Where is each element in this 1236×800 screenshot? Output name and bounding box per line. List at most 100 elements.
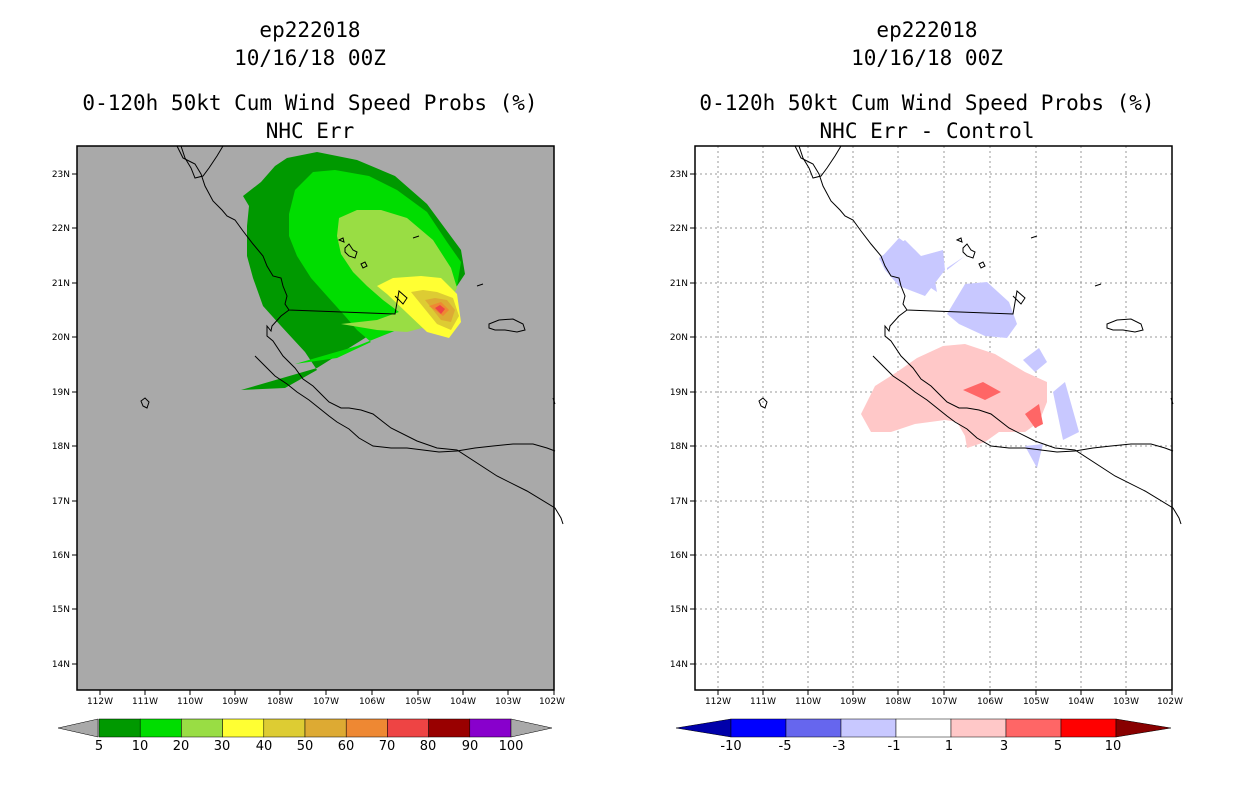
right-colorbar-swatch (785, 718, 842, 738)
left-colorbar-swatch (304, 718, 347, 738)
right-lat-labels: 23N 22N 21N 20N 19N 18N 17N 16N 15N 14N (670, 170, 688, 670)
left-colorbar-label: 20 (173, 739, 190, 754)
left-lon-label: 102W (539, 697, 565, 707)
left-lon-label: 110W (177, 697, 203, 707)
left-lat-label: 16N (52, 551, 70, 561)
diff-area-pos-3 (1025, 404, 1043, 428)
right-lon-label: 110W (795, 697, 821, 707)
left-lon-label: 109W (222, 697, 248, 707)
left-colorbar-label: 30 (214, 739, 231, 754)
right-lon-label: 103W (1113, 697, 1139, 707)
left-colorbar-swatch (428, 718, 471, 738)
left-lon-label: 112W (87, 697, 113, 707)
left-lon-label: 111W (132, 697, 158, 707)
left-colorbar-label: 50 (297, 739, 314, 754)
right-colorbar-swatch (840, 718, 897, 738)
left-colorbar-labels: 5 10 20 30 40 50 60 70 80 90 100 (95, 739, 524, 754)
left-lat-label: 21N (52, 279, 70, 289)
left-colorbar-swatch (139, 718, 182, 738)
left-lon-label: 104W (450, 697, 476, 707)
left-colorbar-label: 5 (95, 739, 103, 754)
right-product-title: 0-120h 50kt Cum Wind Speed Probs (%) (699, 91, 1155, 115)
left-axes (72, 173, 555, 695)
left-lat-label: 15N (52, 605, 70, 615)
left-colorbar-swatch (469, 718, 512, 738)
left-colorbar-swatch (222, 718, 265, 738)
left-lat-label: 17N (52, 497, 70, 507)
left-colorbar-label: 80 (420, 739, 437, 754)
right-lat-label: 19N (670, 388, 688, 398)
right-colorbar-boxes (675, 718, 1172, 738)
right-colorbar-under-arrow (675, 718, 732, 738)
right-colorbar-label: -3 (833, 739, 846, 754)
right-colorbar-label: -1 (888, 739, 901, 754)
prob-contour-70 (435, 305, 445, 314)
left-lat-labels: 23N 22N 21N 20N 19N 18N 17N 16N 15N 14N (52, 170, 70, 670)
right-colorbar-labels: -10 -5 -3 -1 1 3 5 10 (720, 739, 1121, 754)
left-colorbar-label: 70 (379, 739, 396, 754)
left-lon-label: 103W (495, 697, 521, 707)
right-lon-label: 108W (885, 697, 911, 707)
left-lat-label: 22N (52, 224, 70, 234)
right-colorbar-swatch (1060, 718, 1117, 738)
left-map (76, 145, 564, 691)
right-lon-label: 106W (977, 697, 1003, 707)
left-colorbar-under-arrow (57, 718, 99, 738)
right-map-frame (694, 145, 1173, 691)
right-lat-label: 23N (670, 170, 688, 180)
right-storm-id: ep222018 (876, 18, 978, 42)
diff-area-neg-4 (947, 282, 1017, 338)
right-lat-label: 18N (670, 442, 688, 452)
right-colorbar-label: -10 (720, 739, 741, 754)
left-lon-label: 105W (405, 697, 431, 707)
left-lon-label: 106W (359, 697, 385, 707)
left-lat-label: 20N (52, 333, 70, 343)
right-lat-label: 20N (670, 333, 688, 343)
right-colorbar-label: 1 (945, 739, 953, 754)
left-colorbar: 5 10 20 30 40 50 60 70 80 90 100 (57, 718, 553, 754)
right-lon-label: 109W (840, 697, 866, 707)
right-lon-label: 105W (1023, 697, 1049, 707)
left-colorbar-over-arrow (510, 718, 553, 738)
right-colorbar-over-arrow (1115, 718, 1172, 738)
left-lat-label: 19N (52, 388, 70, 398)
right-colorbar-swatch (895, 718, 952, 738)
left-lon-labels: 112W 111W 110W 109W 108W 107W 106W 105W … (87, 697, 565, 707)
right-colorbar-swatch (730, 718, 787, 738)
right-colorbar-label: 10 (1105, 739, 1122, 754)
right-lon-label: 111W (750, 697, 776, 707)
right-lon-label: 112W (705, 697, 731, 707)
right-colorbar-label: 5 (1054, 739, 1062, 754)
left-colorbar-label: 60 (338, 739, 355, 754)
left-lon-label: 107W (313, 697, 339, 707)
left-colorbar-swatch (98, 718, 141, 738)
right-lat-label: 16N (670, 551, 688, 561)
right-lon-label: 102W (1157, 697, 1183, 707)
right-axes (690, 173, 1173, 695)
right-lon-label: 107W (931, 697, 957, 707)
right-lat-label: 14N (670, 660, 688, 670)
left-map-frame (76, 145, 555, 691)
left-storm-id: ep222018 (259, 18, 361, 42)
left-colorbar-label: 40 (256, 739, 273, 754)
right-colorbar-label: 3 (1000, 739, 1008, 754)
right-lat-label: 22N (670, 224, 688, 234)
diff-area-neg-5 (1023, 348, 1047, 372)
right-subtitle: NHC Err - Control (819, 119, 1035, 143)
right-lat-label: 15N (670, 605, 688, 615)
left-lat-label: 23N (52, 170, 70, 180)
right-lat-label: 21N (670, 279, 688, 289)
left-lat-label: 14N (52, 660, 70, 670)
left-colorbar-label: 100 (499, 739, 524, 754)
left-colorbar-label: 10 (132, 739, 149, 754)
left-colorbar-boxes (98, 718, 512, 738)
left-datetime: 10/16/18 00Z (234, 46, 386, 70)
diff-area-neg-6 (1053, 382, 1079, 440)
diff-area-neg-3 (879, 240, 945, 296)
diff-area-pos-2 (963, 382, 1001, 400)
right-colorbar-label: -5 (779, 739, 792, 754)
left-colorbar-swatch (387, 718, 429, 738)
right-colorbar-swatch (950, 718, 1007, 738)
left-subtitle: NHC Err (265, 119, 355, 143)
right-colorbar-swatch (1005, 718, 1062, 738)
